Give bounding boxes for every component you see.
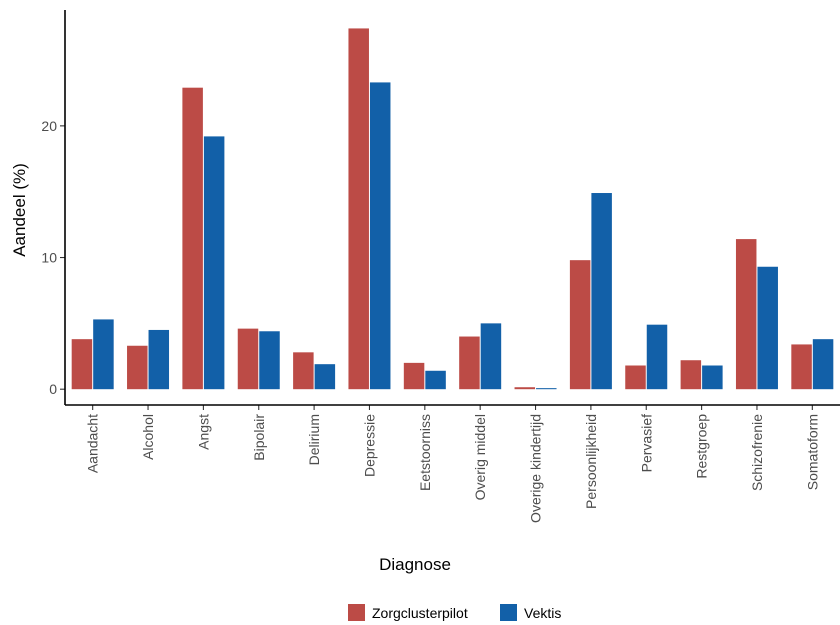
legend-label-zorgclusterpilot: Zorgclusterpilot <box>372 605 468 621</box>
bar-vektis-pervasief <box>646 324 668 390</box>
x-tick-label-depressie: Depressie <box>361 414 377 477</box>
bar-vektis-schizofrenie <box>757 266 778 390</box>
bar-zorgclusterpilot-depressie <box>348 28 369 390</box>
bar-vektis-depressie <box>369 82 391 390</box>
x-tick-label-overige-kindertijd: Overige kindertijd <box>528 414 544 523</box>
x-tick-label-somatoform: Somatoform <box>804 414 820 490</box>
y-tick-label-0: 0 <box>49 381 57 397</box>
bar-zorgclusterpilot-overige-kindertijd <box>514 387 536 390</box>
x-axis-ticks: Aandacht Alcohol Angst Bipolair Delirium Depr… <box>85 405 820 523</box>
x-axis-title: Diagnose <box>379 555 451 574</box>
bar-vektis-eetstoorniss <box>425 370 446 390</box>
bar-vektis-angst <box>203 136 225 390</box>
bar-vektis-delirium <box>314 364 336 390</box>
x-tick-label-persoonlijkheid: Persoonlijkheid <box>583 414 599 509</box>
bar-zorgclusterpilot-alcohol <box>127 345 148 390</box>
bar-zorgclusterpilot-schizofrenie <box>735 239 757 390</box>
bar-vektis-alcohol <box>148 329 170 390</box>
legend-label-vektis: Vektis <box>524 605 561 621</box>
bar-vektis-restgroep <box>702 365 723 390</box>
x-tick-label-delirium: Delirium <box>306 414 322 465</box>
x-tick-label-pervasief: Pervasief <box>638 414 654 472</box>
bar-zorgclusterpilot-persoonlijkheid <box>569 260 591 390</box>
y-tick-label-10: 10 <box>41 250 57 266</box>
bar-vektis-somatoform <box>812 339 834 390</box>
bar-vektis-bipolair <box>259 331 280 390</box>
bar-zorgclusterpilot-pervasief <box>625 365 646 390</box>
bar-vektis-aandacht <box>93 319 114 390</box>
x-tick-label-angst: Angst <box>195 414 211 450</box>
y-axis-title: Aandeel (%) <box>10 163 29 257</box>
bar-zorgclusterpilot-aandacht <box>71 339 93 390</box>
bars-group <box>71 28 834 390</box>
x-tick-label-alcohol: Alcohol <box>140 414 156 460</box>
bar-vektis-overige-kindertijd <box>536 388 557 390</box>
legend-swatch-vektis <box>500 604 517 621</box>
x-tick-label-restgroep: Restgroep <box>694 414 710 479</box>
x-tick-label-bipolair: Bipolair <box>251 414 267 461</box>
bar-zorgclusterpilot-restgroep <box>680 360 702 390</box>
y-axis-ticks: 0 10 20 <box>41 118 65 397</box>
bar-vektis-persoonlijkheid <box>591 193 612 390</box>
bar-vektis-overig-middel <box>480 323 502 390</box>
y-tick-label-20: 20 <box>41 118 57 134</box>
x-tick-label-overig-middel: Overig middel <box>472 414 488 500</box>
bar-zorgclusterpilot-somatoform <box>791 344 812 390</box>
legend: Zorgclusterpilot Vektis <box>348 604 561 621</box>
x-tick-label-schizofrenie: Schizofrenie <box>749 414 765 491</box>
x-tick-label-eetstoorniss: Eetstoorniss <box>417 414 433 491</box>
bar-zorgclusterpilot-bipolair <box>237 328 259 390</box>
legend-swatch-zorgclusterpilot <box>348 604 365 621</box>
x-tick-label-aandacht: Aandacht <box>85 414 101 473</box>
bar-zorgclusterpilot-eetstoorniss <box>403 362 425 390</box>
bar-zorgclusterpilot-angst <box>182 87 203 390</box>
bar-zorgclusterpilot-delirium <box>293 352 314 390</box>
bar-zorgclusterpilot-overig-middel <box>459 336 480 390</box>
